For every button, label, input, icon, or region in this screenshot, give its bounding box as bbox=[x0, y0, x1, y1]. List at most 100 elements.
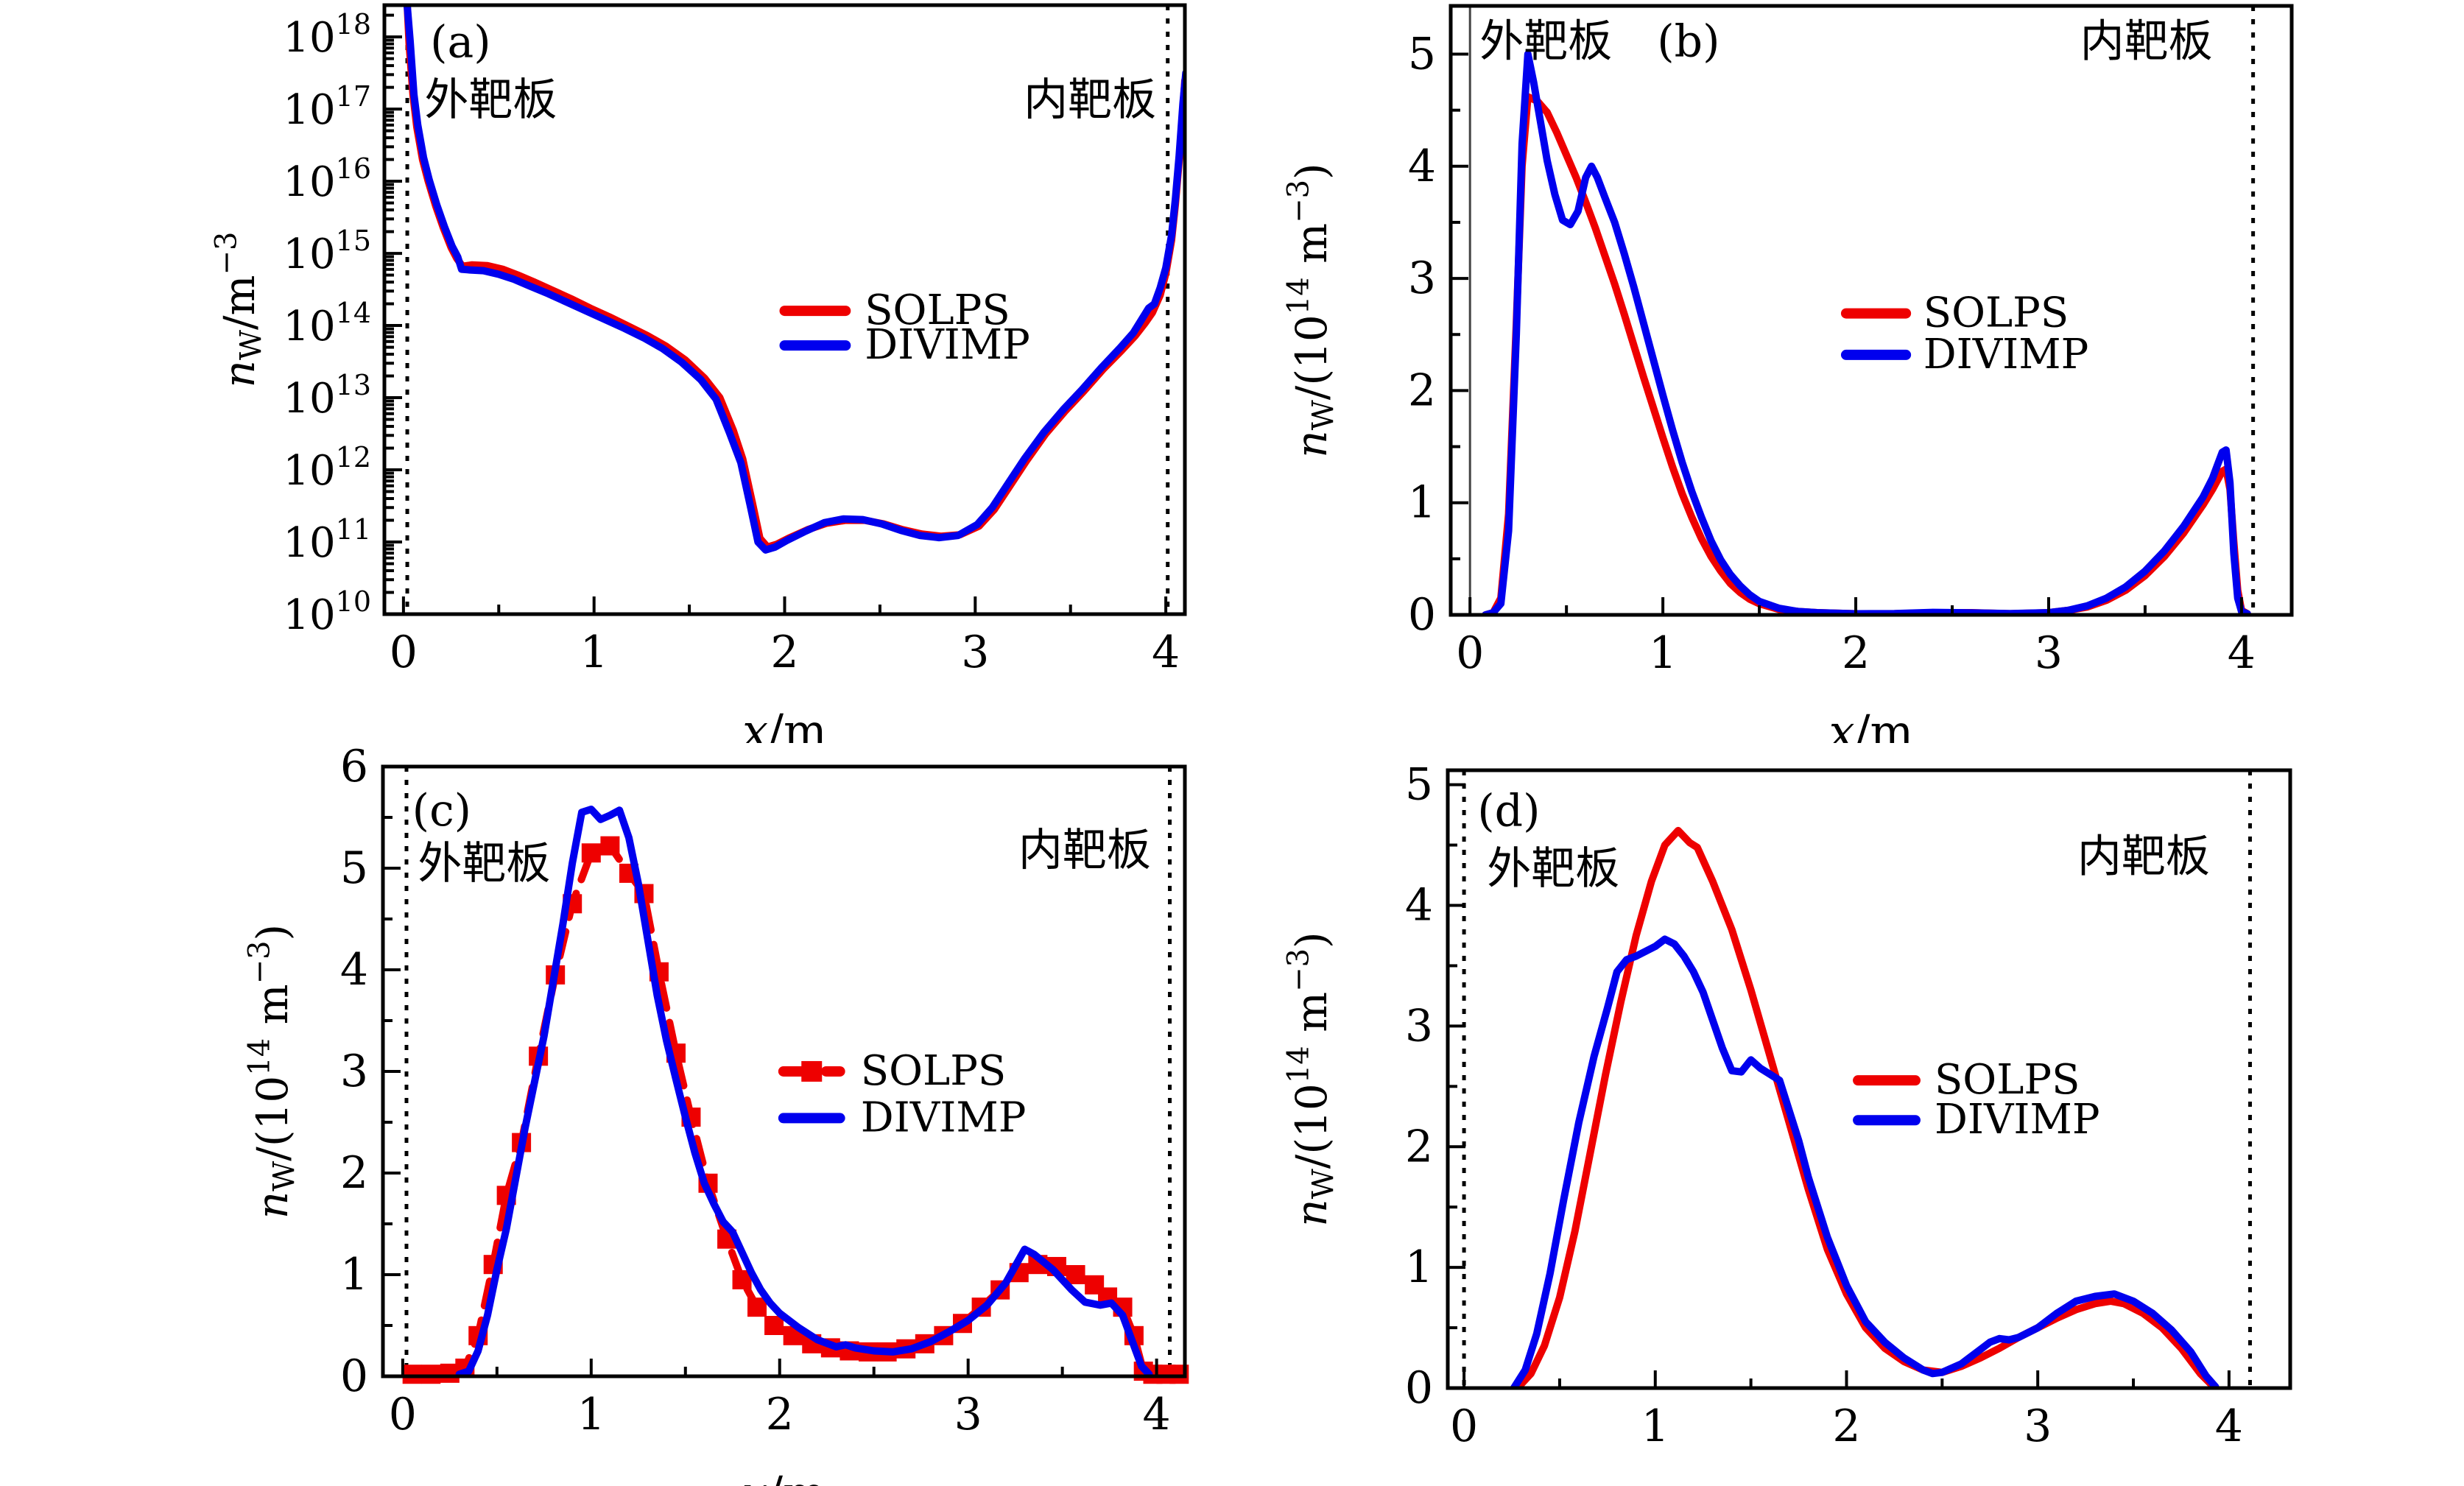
tick-labels: 0 1 2 3 4 0 1 2 3 4 5 bbox=[1408, 28, 2256, 679]
axes-box bbox=[1449, 4, 2294, 617]
y-tick-label: 0 bbox=[340, 1351, 368, 1402]
legend-label-divimp: DIVIMP bbox=[865, 321, 1030, 369]
target-guides bbox=[404, 767, 1172, 1376]
y-tick-label: 1011 bbox=[283, 513, 371, 567]
x-tick-label: 4 bbox=[1143, 1389, 1171, 1440]
series-line-divimp bbox=[1482, 50, 2251, 615]
series bbox=[402, 806, 1189, 1384]
series-line-divimp bbox=[1510, 935, 2220, 1388]
y-tick-label: 3 bbox=[340, 1046, 368, 1097]
x-tick-label: 4 bbox=[2215, 1401, 2243, 1452]
y-axis-label: nW/(1014 m−3) bbox=[243, 924, 302, 1219]
x-tick-label: 4 bbox=[1152, 627, 1180, 678]
legend-label-solps: SOLPS bbox=[1935, 1056, 2080, 1104]
y-axis-label: nW/(1014 m−3) bbox=[1282, 932, 1341, 1226]
x-axis-label: x/m bbox=[1829, 705, 1914, 743]
series bbox=[1510, 826, 2220, 1388]
panel-letter: (c) bbox=[412, 785, 471, 837]
panel-letter: (d) bbox=[1477, 785, 1540, 837]
legend-label-solps: SOLPS bbox=[865, 286, 1010, 334]
y-tick-label: 5 bbox=[340, 842, 368, 894]
y-tick-label: 1018 bbox=[283, 8, 371, 62]
y-tick-label: 5 bbox=[1405, 759, 1433, 811]
target-guides bbox=[405, 5, 1170, 614]
y-tick-label: 0 bbox=[1408, 589, 1436, 641]
legend-label-solps: SOLPS bbox=[861, 1047, 1007, 1095]
y-tick-label: 6 bbox=[340, 743, 368, 792]
x-tick-label: 2 bbox=[766, 1389, 794, 1440]
series-line-solps bbox=[1513, 826, 2218, 1388]
annotations: (d) 外靶板 内靶板 bbox=[1477, 785, 2210, 895]
series bbox=[1482, 50, 2251, 615]
annotations: (c)外靶板 内靶板 bbox=[412, 785, 1151, 890]
x-tick-label: 1 bbox=[580, 627, 608, 678]
x-tick-label: 1 bbox=[1649, 627, 1677, 679]
panel-a: 0 1 2 3 4 1010 1011 1012 1013 1014 1015 1016 1017 101… bbox=[0, 0, 1232, 743]
series-line-solps bbox=[1482, 93, 2251, 615]
y-tick-label: 1012 bbox=[283, 441, 371, 495]
x-axis-label: x/m bbox=[1827, 1478, 1912, 1486]
legend-label-divimp: DIVIMP bbox=[861, 1094, 1027, 1141]
panel-b: 0 1 2 3 4 0 1 2 3 4 5 x/m nW/(1014 m−3) SOLPS DIVIMP (b… bbox=[1232, 0, 2464, 743]
x-tick-label: 0 bbox=[389, 1389, 417, 1440]
y-tick-label: 1 bbox=[1405, 1242, 1433, 1293]
y-tick-label: 2 bbox=[1405, 1121, 1433, 1172]
ticks bbox=[1448, 783, 2231, 1390]
y-tick-label: 2 bbox=[340, 1147, 368, 1199]
panel-letter: (a) bbox=[430, 17, 491, 68]
y-tick-label: 3 bbox=[1405, 1000, 1433, 1052]
y-axis-label: nW/m−3 bbox=[210, 232, 269, 388]
inner-target-label: 内靶板 bbox=[2080, 16, 2213, 68]
legend-label-divimp: DIVIMP bbox=[1935, 1096, 2100, 1144]
tick-labels: 0 1 2 3 4 0 1 2 3 4 5 bbox=[1405, 759, 2243, 1452]
y-tick-label: 5 bbox=[1408, 28, 1436, 80]
y-axis-label: nW/(1014 m−3) bbox=[1282, 163, 1341, 457]
series bbox=[404, 5, 1185, 554]
y-tick-label: 1015 bbox=[283, 225, 371, 278]
outer-target-label: 外靶板 bbox=[424, 74, 557, 126]
annotations: (b) 外靶板 内靶板 bbox=[1479, 16, 2212, 68]
x-tick-label: 4 bbox=[2228, 627, 2256, 679]
panel-letter: (b) bbox=[1657, 16, 1719, 68]
ticks bbox=[1451, 52, 2243, 616]
y-tick-label: 1014 bbox=[283, 297, 371, 351]
series-line-divimp bbox=[455, 806, 1153, 1376]
axes-box bbox=[1446, 768, 2292, 1390]
tick-labels: 0 1 2 3 4 0 1 2 3 4 5 6 bbox=[340, 743, 1171, 1440]
target-guides bbox=[1462, 770, 2252, 1388]
x-tick-label: 1 bbox=[577, 1389, 605, 1440]
panel-a-chart: 0 1 2 3 4 1010 1011 1012 1013 1014 1015 1016 1017 101… bbox=[210, 3, 1187, 743]
x-axis-label: x/m bbox=[742, 1466, 826, 1486]
y-tick-label: 2 bbox=[1408, 365, 1436, 416]
tick-labels: 0 1 2 3 4 1010 1011 1012 1013 1014 1015 1016 1017 101… bbox=[283, 8, 1180, 678]
x-tick-label: 2 bbox=[1832, 1401, 1860, 1452]
ticks bbox=[384, 13, 1168, 616]
x-tick-label: 3 bbox=[2035, 627, 2063, 679]
y-tick-label: 1013 bbox=[283, 369, 371, 423]
y-tick-label: 0 bbox=[1405, 1362, 1433, 1414]
legend-marker-solps bbox=[801, 1060, 823, 1082]
y-tick-label: 1017 bbox=[283, 80, 371, 134]
legend-label-divimp: DIVIMP bbox=[1923, 331, 2089, 378]
x-tick-label: 3 bbox=[954, 1389, 982, 1440]
x-tick-label: 1 bbox=[1641, 1401, 1669, 1452]
outer-target-label: 外靶板 bbox=[418, 838, 550, 890]
y-tick-label: 1016 bbox=[283, 152, 371, 206]
inner-target-label: 内靶板 bbox=[1024, 74, 1156, 126]
x-tick-label: 3 bbox=[961, 627, 989, 678]
y-tick-label: 1 bbox=[1408, 477, 1436, 529]
y-tick-label: 4 bbox=[1405, 880, 1433, 932]
x-tick-label: 2 bbox=[770, 627, 798, 678]
y-tick-label: 1010 bbox=[283, 585, 371, 639]
y-tick-label: 1 bbox=[340, 1249, 368, 1300]
x-tick-label: 0 bbox=[390, 627, 418, 678]
x-tick-label: 3 bbox=[2024, 1401, 2052, 1452]
